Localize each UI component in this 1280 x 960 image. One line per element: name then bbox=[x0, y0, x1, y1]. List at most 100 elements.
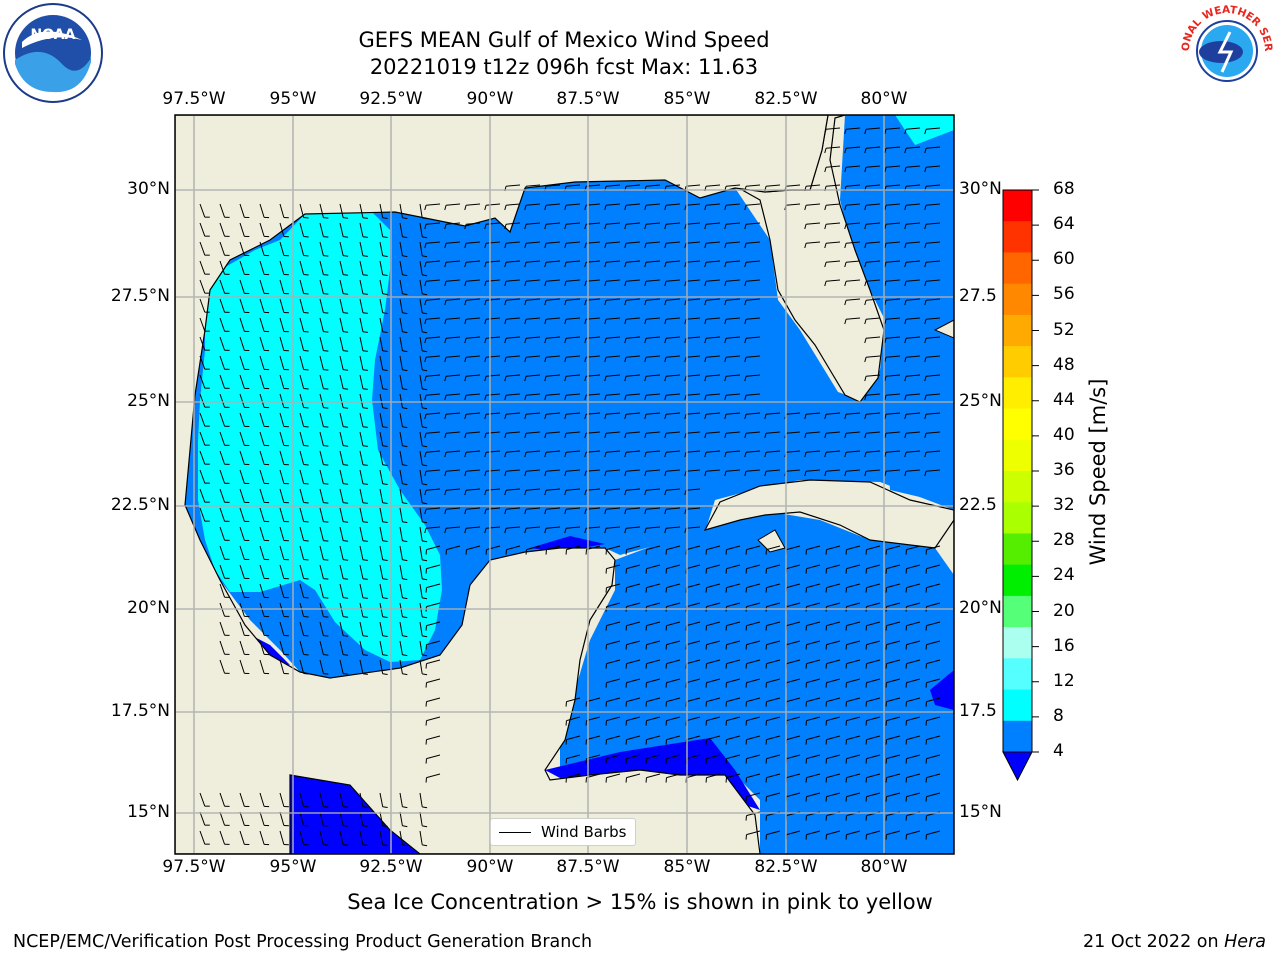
wind-barb bbox=[604, 450, 621, 458]
wind-barb bbox=[279, 298, 289, 314]
lat-tick-label: 17.5 bbox=[959, 701, 997, 721]
wind-barb bbox=[339, 811, 349, 827]
wind-barb bbox=[645, 716, 661, 726]
wind-barb bbox=[504, 203, 521, 211]
wind-barb bbox=[725, 716, 741, 726]
colorbar-segment bbox=[1003, 252, 1032, 285]
wind-barb bbox=[319, 374, 329, 390]
wind-barb bbox=[824, 469, 841, 477]
wind-barb bbox=[419, 545, 428, 562]
lon-tick-label: 80°W bbox=[860, 857, 908, 877]
wind-barb bbox=[904, 127, 921, 135]
wind-barb bbox=[339, 602, 349, 618]
wind-barb bbox=[844, 431, 861, 439]
wind-barb bbox=[419, 412, 428, 429]
wind-barb bbox=[259, 431, 270, 447]
wind-barb bbox=[845, 735, 861, 745]
wind-barb bbox=[644, 412, 661, 420]
wind-barb bbox=[805, 545, 821, 555]
wind-barb bbox=[665, 735, 681, 745]
wind-barb bbox=[625, 773, 641, 783]
wind-barb bbox=[904, 241, 921, 249]
wind-barb bbox=[219, 355, 230, 370]
wind-barb bbox=[359, 222, 368, 238]
wind-barb bbox=[199, 355, 210, 370]
wind-barb bbox=[744, 355, 761, 363]
wind-barb bbox=[419, 488, 428, 505]
wind-barb bbox=[904, 412, 921, 420]
wind-barb bbox=[279, 222, 289, 238]
wind-barb bbox=[544, 203, 561, 211]
wind-barb bbox=[745, 640, 761, 650]
wind-barb bbox=[865, 792, 881, 802]
wind-barb bbox=[885, 678, 901, 688]
colorbar-tick-label: 40 bbox=[1053, 424, 1075, 445]
wind-barb bbox=[604, 260, 621, 268]
wind-barb bbox=[299, 545, 309, 561]
wind-barb bbox=[399, 507, 408, 524]
wind-barb bbox=[765, 545, 781, 555]
wind-barb bbox=[464, 317, 481, 325]
wind-barb bbox=[704, 469, 721, 477]
wind-barb bbox=[744, 260, 761, 268]
wind-barb bbox=[704, 431, 721, 439]
wind-barb bbox=[524, 298, 541, 306]
wind-barb bbox=[424, 450, 441, 458]
wind-barb bbox=[564, 260, 581, 268]
wind-barb bbox=[219, 393, 230, 408]
wind-barb bbox=[399, 355, 408, 372]
wind-barb bbox=[925, 583, 941, 593]
wind-barb bbox=[279, 469, 289, 485]
wind-barb bbox=[219, 222, 230, 237]
wind-barb bbox=[319, 203, 329, 219]
wind-barb bbox=[339, 792, 349, 808]
wind-barb bbox=[624, 260, 641, 268]
wind-barb bbox=[279, 412, 289, 428]
wind-barb bbox=[684, 469, 701, 477]
wind-barb bbox=[824, 203, 841, 211]
wind-barb bbox=[645, 621, 661, 631]
wind-barb bbox=[339, 393, 349, 409]
wind-barb bbox=[644, 355, 661, 363]
wind-barb bbox=[359, 583, 368, 599]
wind-barb bbox=[765, 697, 781, 707]
wind-barb bbox=[624, 526, 641, 534]
wind-barb bbox=[445, 545, 461, 555]
wind-barb bbox=[824, 165, 841, 173]
wind-barb bbox=[279, 621, 289, 637]
wind-barb bbox=[319, 393, 329, 409]
wind-barb bbox=[824, 450, 841, 458]
wind-barb bbox=[745, 792, 761, 802]
wind-barb bbox=[745, 773, 761, 783]
wind-barb bbox=[564, 355, 581, 363]
wind-barb bbox=[624, 488, 641, 496]
wind-barb bbox=[379, 431, 388, 448]
wind-barb bbox=[604, 393, 621, 401]
lon-tick-label: 95°W bbox=[269, 89, 317, 109]
wind-barb bbox=[925, 659, 941, 669]
wind-barb bbox=[524, 279, 541, 287]
wind-barb bbox=[565, 754, 581, 764]
wind-barb bbox=[565, 545, 581, 555]
colorbar-segment bbox=[1003, 346, 1032, 378]
wind-barb bbox=[604, 355, 621, 363]
wind-barb bbox=[544, 279, 561, 287]
wind-barb bbox=[664, 507, 681, 515]
wind-barb bbox=[764, 469, 781, 477]
wind-barb bbox=[399, 279, 408, 296]
wind-barb bbox=[239, 355, 250, 370]
wind-barb bbox=[239, 659, 250, 674]
colorbar-tick-label: 24 bbox=[1053, 565, 1075, 586]
wind-barb bbox=[604, 431, 621, 439]
wind-barb bbox=[864, 146, 881, 154]
wind-barb bbox=[865, 564, 881, 574]
wind-barb bbox=[664, 203, 681, 211]
wind-barb bbox=[239, 431, 250, 446]
wind-barb bbox=[664, 488, 681, 496]
wind-barb bbox=[484, 241, 501, 249]
wind-barb bbox=[299, 526, 309, 542]
wind-barb bbox=[725, 583, 741, 593]
colorbar-segment bbox=[1003, 408, 1032, 441]
wind-barb bbox=[745, 621, 761, 631]
wind-barb bbox=[885, 659, 901, 669]
